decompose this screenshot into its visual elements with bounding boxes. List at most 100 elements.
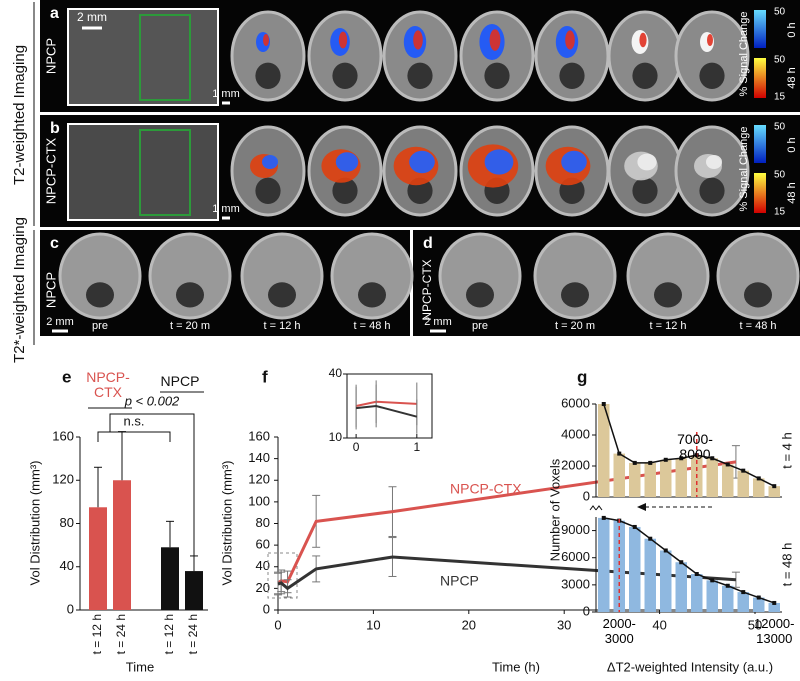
y-tick-label: 0 [67,601,74,616]
histogram-bar [691,574,703,612]
histogram-bar [737,470,749,497]
bar [161,547,179,610]
signal-blob [707,34,713,46]
colorbar-tick: 15 [774,92,786,103]
histogram-bar [629,526,641,612]
scale-label: 1 mm [212,203,240,215]
histogram-bar [706,580,718,612]
series-label: NPCP [160,374,200,389]
signal-blob [409,150,435,174]
y-tick-label: 120 [52,472,74,487]
signal-blob [706,155,722,169]
y-tick-label: 9000 [561,522,590,537]
slice-guides [139,14,191,101]
histogram-bar [722,464,734,497]
histogram-bar [613,453,625,497]
slice-guides [139,129,191,216]
y-tick-label: 4000 [561,426,590,441]
colorbar-title: % Signal Change [738,126,750,211]
histogram-bar [706,458,718,497]
histogram-bar [675,458,687,497]
x-tick-label: 10 [366,617,380,632]
y-tick-label: 0 [583,488,590,503]
brain-ventricle [744,282,772,308]
x-tick-label: t = 12 h [162,614,176,654]
bar [89,507,107,610]
y-tick-label: 40 [256,558,270,573]
y-tick-label: 120 [248,472,270,487]
trend-line [603,403,775,487]
panel-letter: a [50,5,59,22]
inset-x-tick-label: 0 [353,440,360,454]
histogram-bar [768,486,780,497]
colorbar-label: 48 h [786,182,798,203]
x-tick-label: 20 [462,617,476,632]
histogram-bar [753,597,765,612]
signal-blob [484,149,514,175]
signal-blob [413,30,423,50]
row-label: T2*-weighted Imaging [11,217,28,363]
brain-ventricle [632,177,658,204]
brain-slice [533,232,617,320]
y-tick-label: 40 [329,366,343,380]
time-label: pre [472,320,488,332]
series-label: NPCP-CTX [86,370,130,400]
signal-blob [561,150,587,174]
brain-ventricle [699,62,725,89]
brain-slice [438,232,522,320]
series-label: NPCP [440,573,479,589]
panel-label: NPCP-CTX [43,137,58,204]
axis-break [589,505,603,511]
signal-blob [338,31,348,49]
y-tick-label: 40 [60,558,74,573]
colorbar-tick: 50 [774,7,786,18]
y-tick-label: 6000 [561,549,590,564]
brain-slice [716,232,800,320]
scale-label: 1 mm [212,88,240,100]
brain-ventricle [358,282,386,308]
brain-ventricle [407,62,433,89]
scale-label: 2 mm [424,316,452,328]
colorbar-tick: 50 [774,170,786,181]
panel-letter: g [577,367,587,386]
panel-letter: f [262,367,268,386]
time-label: t = 20 m [170,320,210,332]
x-axis-label: ΔT2-weighted Intensity (a.u.) [607,659,773,674]
y-tick-label: 0 [263,601,270,616]
histogram-bar [613,520,625,612]
scale-label: 2 mm [77,10,107,24]
brain-ventricle [176,282,204,308]
colorbar-tick: 50 [774,55,786,66]
panel-label: NPCP-CTX [420,259,434,320]
colorbar-tick: 15 [774,207,786,218]
colorbar-title: % Signal Change [738,11,750,96]
brain-slice [626,232,710,320]
y-tick-label: 140 [248,450,270,465]
brain-slice [58,232,142,320]
histogram-bar [753,478,765,497]
series-label-box: NPCP [160,374,200,389]
x-tick-label: 12000-13000 [754,616,795,646]
time-label: t = 12 h [649,320,686,332]
annotation-box: 7000-8000 [677,432,713,462]
brain-ventricle [484,62,510,89]
x-tick-label: t = 24 h [186,614,200,654]
series-line [277,555,737,591]
histogram-bar [644,538,656,612]
y-tick-label: 160 [52,428,74,443]
panel-label: NPCP [43,272,58,308]
bar [185,571,203,610]
colorbar-tick: 50 [774,122,786,133]
sagittal-inset [67,123,219,221]
time-label: t = 48 h [739,320,776,332]
y-tick-label: 60 [256,537,270,552]
brain-ventricle [561,282,589,308]
brain-ventricle [632,62,658,89]
trend-line [603,517,775,604]
x-tick-label: 30 [557,617,571,632]
brain-slice [674,10,750,102]
y-tick-label: 160 [248,428,270,443]
panel-letter: d [423,235,433,252]
